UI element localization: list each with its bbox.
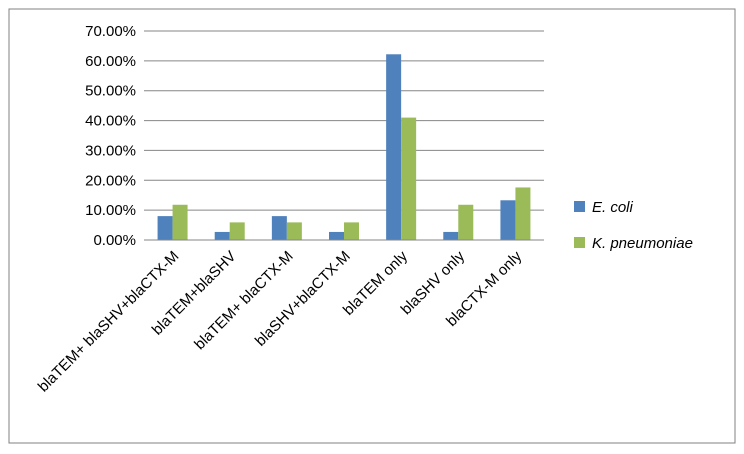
bar-kpneumoniae [401,117,417,240]
legend: E. coli K. pneumoniae [574,199,693,252]
y-tick-label: 20.00% [85,172,136,189]
gridlines [144,30,544,211]
bar-ecoli [271,216,287,240]
bar-kpneumoniae [515,187,531,240]
legend-label: E. coli [592,199,634,216]
y-tick-label: 40.00% [85,113,136,130]
bar-kpneumoniae [229,222,245,240]
bar-kpneumoniae [458,204,474,240]
chart-frame [8,8,736,444]
bar-kpneumoniae [286,222,302,240]
bar-ecoli [386,54,402,240]
bar-kpneumoniae [172,204,188,240]
y-tick-label: 50.00% [85,83,136,100]
bar-ecoli [443,231,459,240]
bar-ecoli [500,200,516,240]
bar-ecoli [157,216,173,240]
legend-label: K. pneumoniae [592,235,693,252]
y-tick-label: 0.00% [93,232,136,249]
y-tick-label: 10.00% [85,202,136,219]
bar-ecoli [214,231,230,240]
y-tick-label: 60.00% [85,53,136,70]
y-tick-label: 30.00% [85,142,136,159]
legend-swatch [574,237,585,248]
legend-swatch [574,201,585,212]
bar-ecoli [329,231,344,240]
bars [157,54,531,240]
y-axis-ticks: 0.00% 10.00% 20.00% 30.00% 40.00% 50.00% 60.00… [85,23,136,249]
bar-kpneumoniae [344,222,359,240]
y-tick-label: 70.00% [85,23,136,40]
